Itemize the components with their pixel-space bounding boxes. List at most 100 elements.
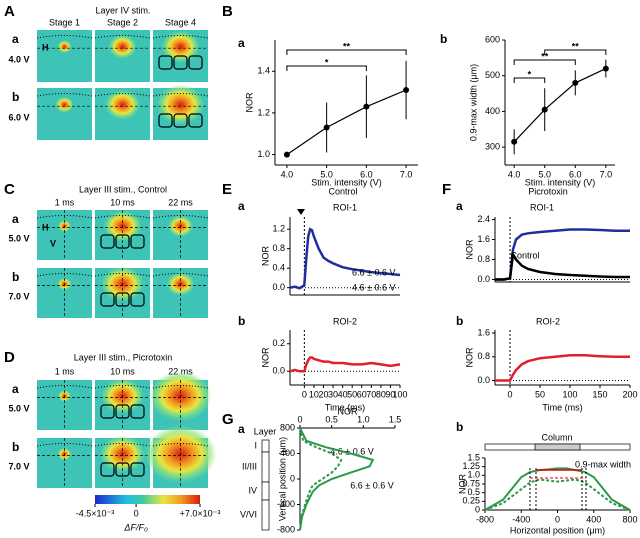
column-label: 10 ms: [110, 366, 135, 376]
roi: [100, 292, 115, 307]
x-tick-label: 4.0: [281, 169, 294, 179]
x-tick-label: 10: [309, 389, 319, 399]
y-tick-label: 0.4: [272, 263, 285, 273]
panel-label: G: [222, 411, 234, 428]
roi: [130, 404, 145, 419]
y-tick-label: 600: [485, 34, 500, 44]
surface: [36, 93, 93, 97]
roi: [188, 55, 203, 70]
layer: [261, 481, 270, 501]
roi: [130, 234, 145, 249]
row-label: b: [12, 440, 19, 454]
y-tick-label: 0.0: [272, 366, 285, 376]
x-tick-label: 6.0: [569, 169, 582, 179]
y-tick-label: 500: [485, 70, 500, 80]
y-tick-label: 0.0: [477, 375, 490, 385]
y-tick-label: -800: [277, 524, 295, 534]
x-tick-label: 30: [328, 389, 338, 399]
column-label: 1 ms: [55, 366, 75, 376]
y-tick-label: 0.8: [272, 243, 285, 253]
y-axis-label: 0.9-max width (μm): [468, 64, 478, 141]
surface: [94, 93, 151, 97]
y-tick-label: 0.5: [467, 487, 480, 497]
x-tick-label: 50: [347, 389, 357, 399]
colorbar-label: ΔF/F₀: [123, 522, 148, 532]
x-tick-label: 40: [338, 389, 348, 399]
row-label: b: [12, 270, 19, 284]
y-tick-label: 0.8: [477, 254, 490, 264]
column-label: Stage 4: [165, 17, 196, 27]
activity: [55, 96, 74, 113]
x-tick-label: -400: [512, 514, 530, 524]
y-tick-label: 1.0: [257, 149, 270, 159]
sub-label: b: [456, 314, 463, 328]
y-tick-label: 1.2: [272, 224, 285, 234]
layer: [261, 499, 270, 531]
layer-label: V/VI: [240, 509, 257, 519]
point: [541, 106, 548, 113]
trace: [286, 89, 407, 156]
row-label: b: [12, 90, 19, 104]
significance-bracket: [513, 77, 546, 83]
x-tick-label: 5.0: [538, 169, 551, 179]
point: [283, 151, 290, 158]
activity: [161, 30, 200, 63]
x-tick-label: 20: [318, 389, 328, 399]
y-tick-label: 1.5: [467, 452, 480, 462]
colorbar-tick-label: +7.0×10⁻³: [180, 508, 221, 518]
x-tick-label: 90: [385, 389, 395, 399]
sub-label: a: [238, 36, 245, 50]
y-tick-label: 1.2: [257, 107, 270, 117]
colorbar-tick-label: 0: [134, 508, 139, 518]
y-tick-label: 0.75: [462, 478, 480, 488]
marker-label: V: [50, 238, 56, 248]
panel-label: A: [4, 3, 15, 20]
y-tick-label: 0.25: [462, 496, 480, 506]
y-tick-label: 1.6: [477, 234, 490, 244]
row-label: a: [12, 212, 19, 226]
y-axis-label: NOR: [464, 239, 474, 260]
panel-label: C: [4, 181, 15, 198]
x-tick-label: 50: [535, 389, 545, 399]
significance-label: *: [528, 69, 532, 79]
x-axis-label: Time (ms): [325, 402, 365, 412]
x-tick-label: 100: [562, 389, 577, 399]
layer: [261, 439, 270, 453]
chart-title: Control: [328, 186, 357, 196]
row-label: a: [12, 382, 19, 396]
roi: [100, 234, 115, 249]
x-axis-label: Time (ms): [542, 402, 582, 412]
significance-label: **: [572, 41, 580, 51]
x-tick-label: 100: [392, 389, 407, 399]
significance-bracket: [286, 49, 407, 55]
x-axis-label: Horizontal position (μm): [510, 525, 605, 535]
panel-label: F: [442, 181, 451, 198]
y-tick-label: 1.25: [462, 461, 480, 471]
y-axis-label: Vertical position (μm): [277, 437, 287, 521]
y-tick-label: 800: [280, 422, 295, 432]
y-tick-label: 1.6: [477, 327, 490, 337]
trace: [484, 478, 631, 511]
width-label: 0.9-max width: [575, 459, 631, 469]
imaging-title: Layer III stim., Picrotoxin: [74, 352, 173, 362]
annotation: 6.6 ± 0.6 V: [352, 267, 395, 277]
column-label: 10 ms: [110, 197, 135, 207]
surface: [94, 35, 151, 39]
x-tick-label: 4.0: [508, 169, 521, 179]
row-voltage: 5.0 V: [8, 233, 29, 243]
y-tick-label: 0: [290, 473, 295, 483]
roi: [100, 404, 115, 419]
y-tick-label: 400: [485, 106, 500, 116]
series-label: Control: [510, 250, 539, 260]
x-tick-label: 70: [366, 389, 376, 399]
layer-label: I: [254, 440, 257, 450]
sub-label: a: [238, 199, 245, 213]
sub-label: b: [456, 420, 463, 434]
chart-subtitle: ROI-1: [333, 202, 357, 212]
column-label: 22 ms: [168, 197, 193, 207]
y-axis-label: NOR: [260, 246, 270, 267]
roi: [173, 55, 188, 70]
roi: [158, 55, 173, 70]
imaging-title: Layer IV stim.: [95, 5, 150, 15]
